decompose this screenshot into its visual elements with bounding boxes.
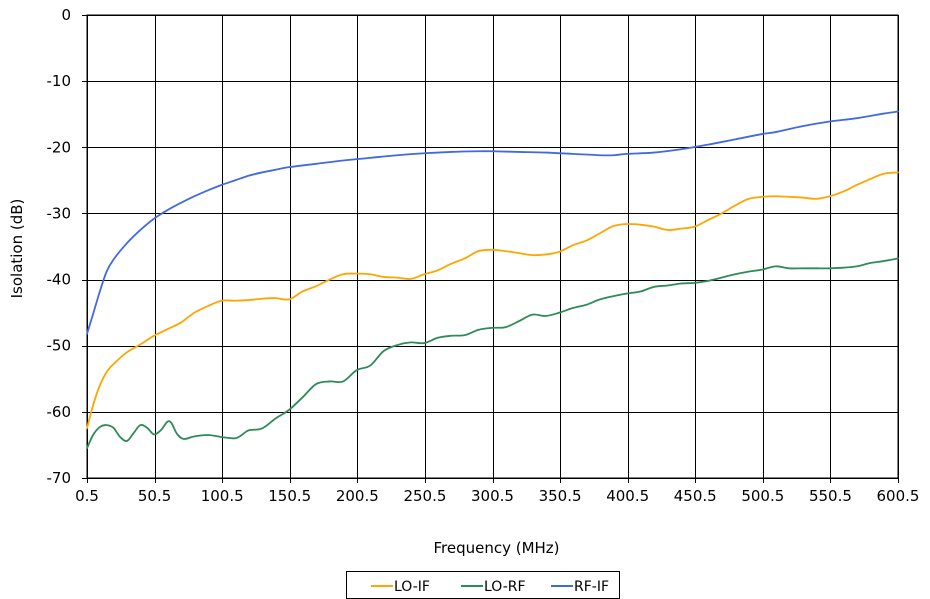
y-tick-label: -70 (47, 469, 72, 487)
series-line-lo-if (86, 171, 899, 430)
y-tick-label: -10 (47, 72, 72, 90)
x-tick-label: 50.5 (138, 487, 171, 505)
legend-label-lo-if: LO-IF (394, 579, 430, 595)
y-tick-label: 0 (61, 6, 71, 24)
x-tick-label: 450.5 (674, 487, 717, 505)
y-tick-label: -40 (47, 271, 72, 289)
x-tick-label: 350.5 (539, 487, 582, 505)
x-tick-label: 500.5 (741, 487, 784, 505)
y-tick-label: -50 (47, 337, 72, 355)
x-tick-label: 0.5 (75, 487, 99, 505)
x-tick-labels: 0.5 50.5 100.5 150.5 200.5 250.5 300.5 350.5 400… (75, 487, 919, 505)
y-tick-label: -60 (47, 403, 72, 421)
x-tick-label: 150.5 (268, 487, 311, 505)
plot-area (86, 14, 899, 479)
x-tick-label: 300.5 (471, 487, 514, 505)
x-tick-label: 200.5 (336, 487, 379, 505)
legend: LO-IF LO-RF RF-IF (346, 571, 620, 599)
x-tick-label: 550.5 (809, 487, 852, 505)
x-tick-label: 100.5 (201, 487, 244, 505)
x-tick-label: 250.5 (403, 487, 446, 505)
x-tick-label: 400.5 (606, 487, 649, 505)
y-tick-label: -20 (47, 138, 72, 156)
legend-label-rf-if: RF-IF (574, 579, 609, 595)
x-axis-label: Frequency (MHz) (433, 539, 559, 557)
y-tick-labels: 0 -10 -20 -30 -40 -50 -60 -70 (47, 6, 72, 487)
y-axis-label: Isolation (dB) (8, 199, 26, 299)
series-line-lo-rf (86, 257, 899, 450)
x-tick-label: 600.5 (877, 487, 920, 505)
series-layer (86, 110, 899, 450)
series-line-rf-if (86, 110, 899, 335)
y-tick-label: -30 (47, 204, 72, 222)
legend-label-lo-rf: LO-RF (484, 579, 526, 595)
